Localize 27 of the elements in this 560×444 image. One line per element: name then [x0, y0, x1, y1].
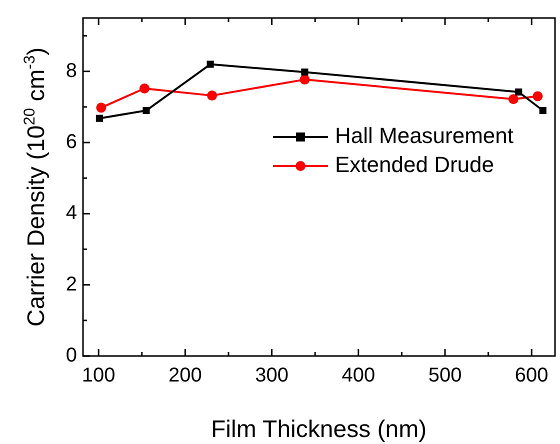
- y-tick-label: 6: [66, 131, 77, 154]
- point: [532, 91, 543, 102]
- y-tick-label: 0: [66, 344, 77, 367]
- point: [139, 83, 150, 94]
- y-axis-title: Carrier Density (1020 cm-3): [21, 47, 50, 327]
- point: [515, 88, 522, 96]
- point: [508, 94, 518, 104]
- point: [142, 106, 150, 114]
- y-tick-label: 4: [66, 202, 77, 224]
- x-tick-label: 400: [342, 364, 376, 387]
- legend-label: Extended Drude: [335, 152, 494, 178]
- point: [96, 102, 106, 113]
- legend-label: Hall Measurement: [335, 123, 514, 148]
- x-tick-label: 600: [514, 364, 548, 387]
- y-tick-label: 8: [66, 60, 77, 82]
- x-tick-label: 100: [82, 364, 116, 387]
- point: [300, 74, 310, 85]
- point: [96, 114, 103, 122]
- x-tick-label: 300: [255, 364, 288, 387]
- x-axis-title: Film Thickness (nm): [210, 416, 427, 443]
- x-tick-label: 200: [168, 364, 202, 387]
- point: [207, 90, 218, 101]
- point: [206, 60, 214, 68]
- point: [301, 68, 308, 76]
- x-tick-label: 500: [428, 364, 462, 387]
- y-tick-label: 2: [66, 273, 77, 296]
- point: [539, 106, 546, 114]
